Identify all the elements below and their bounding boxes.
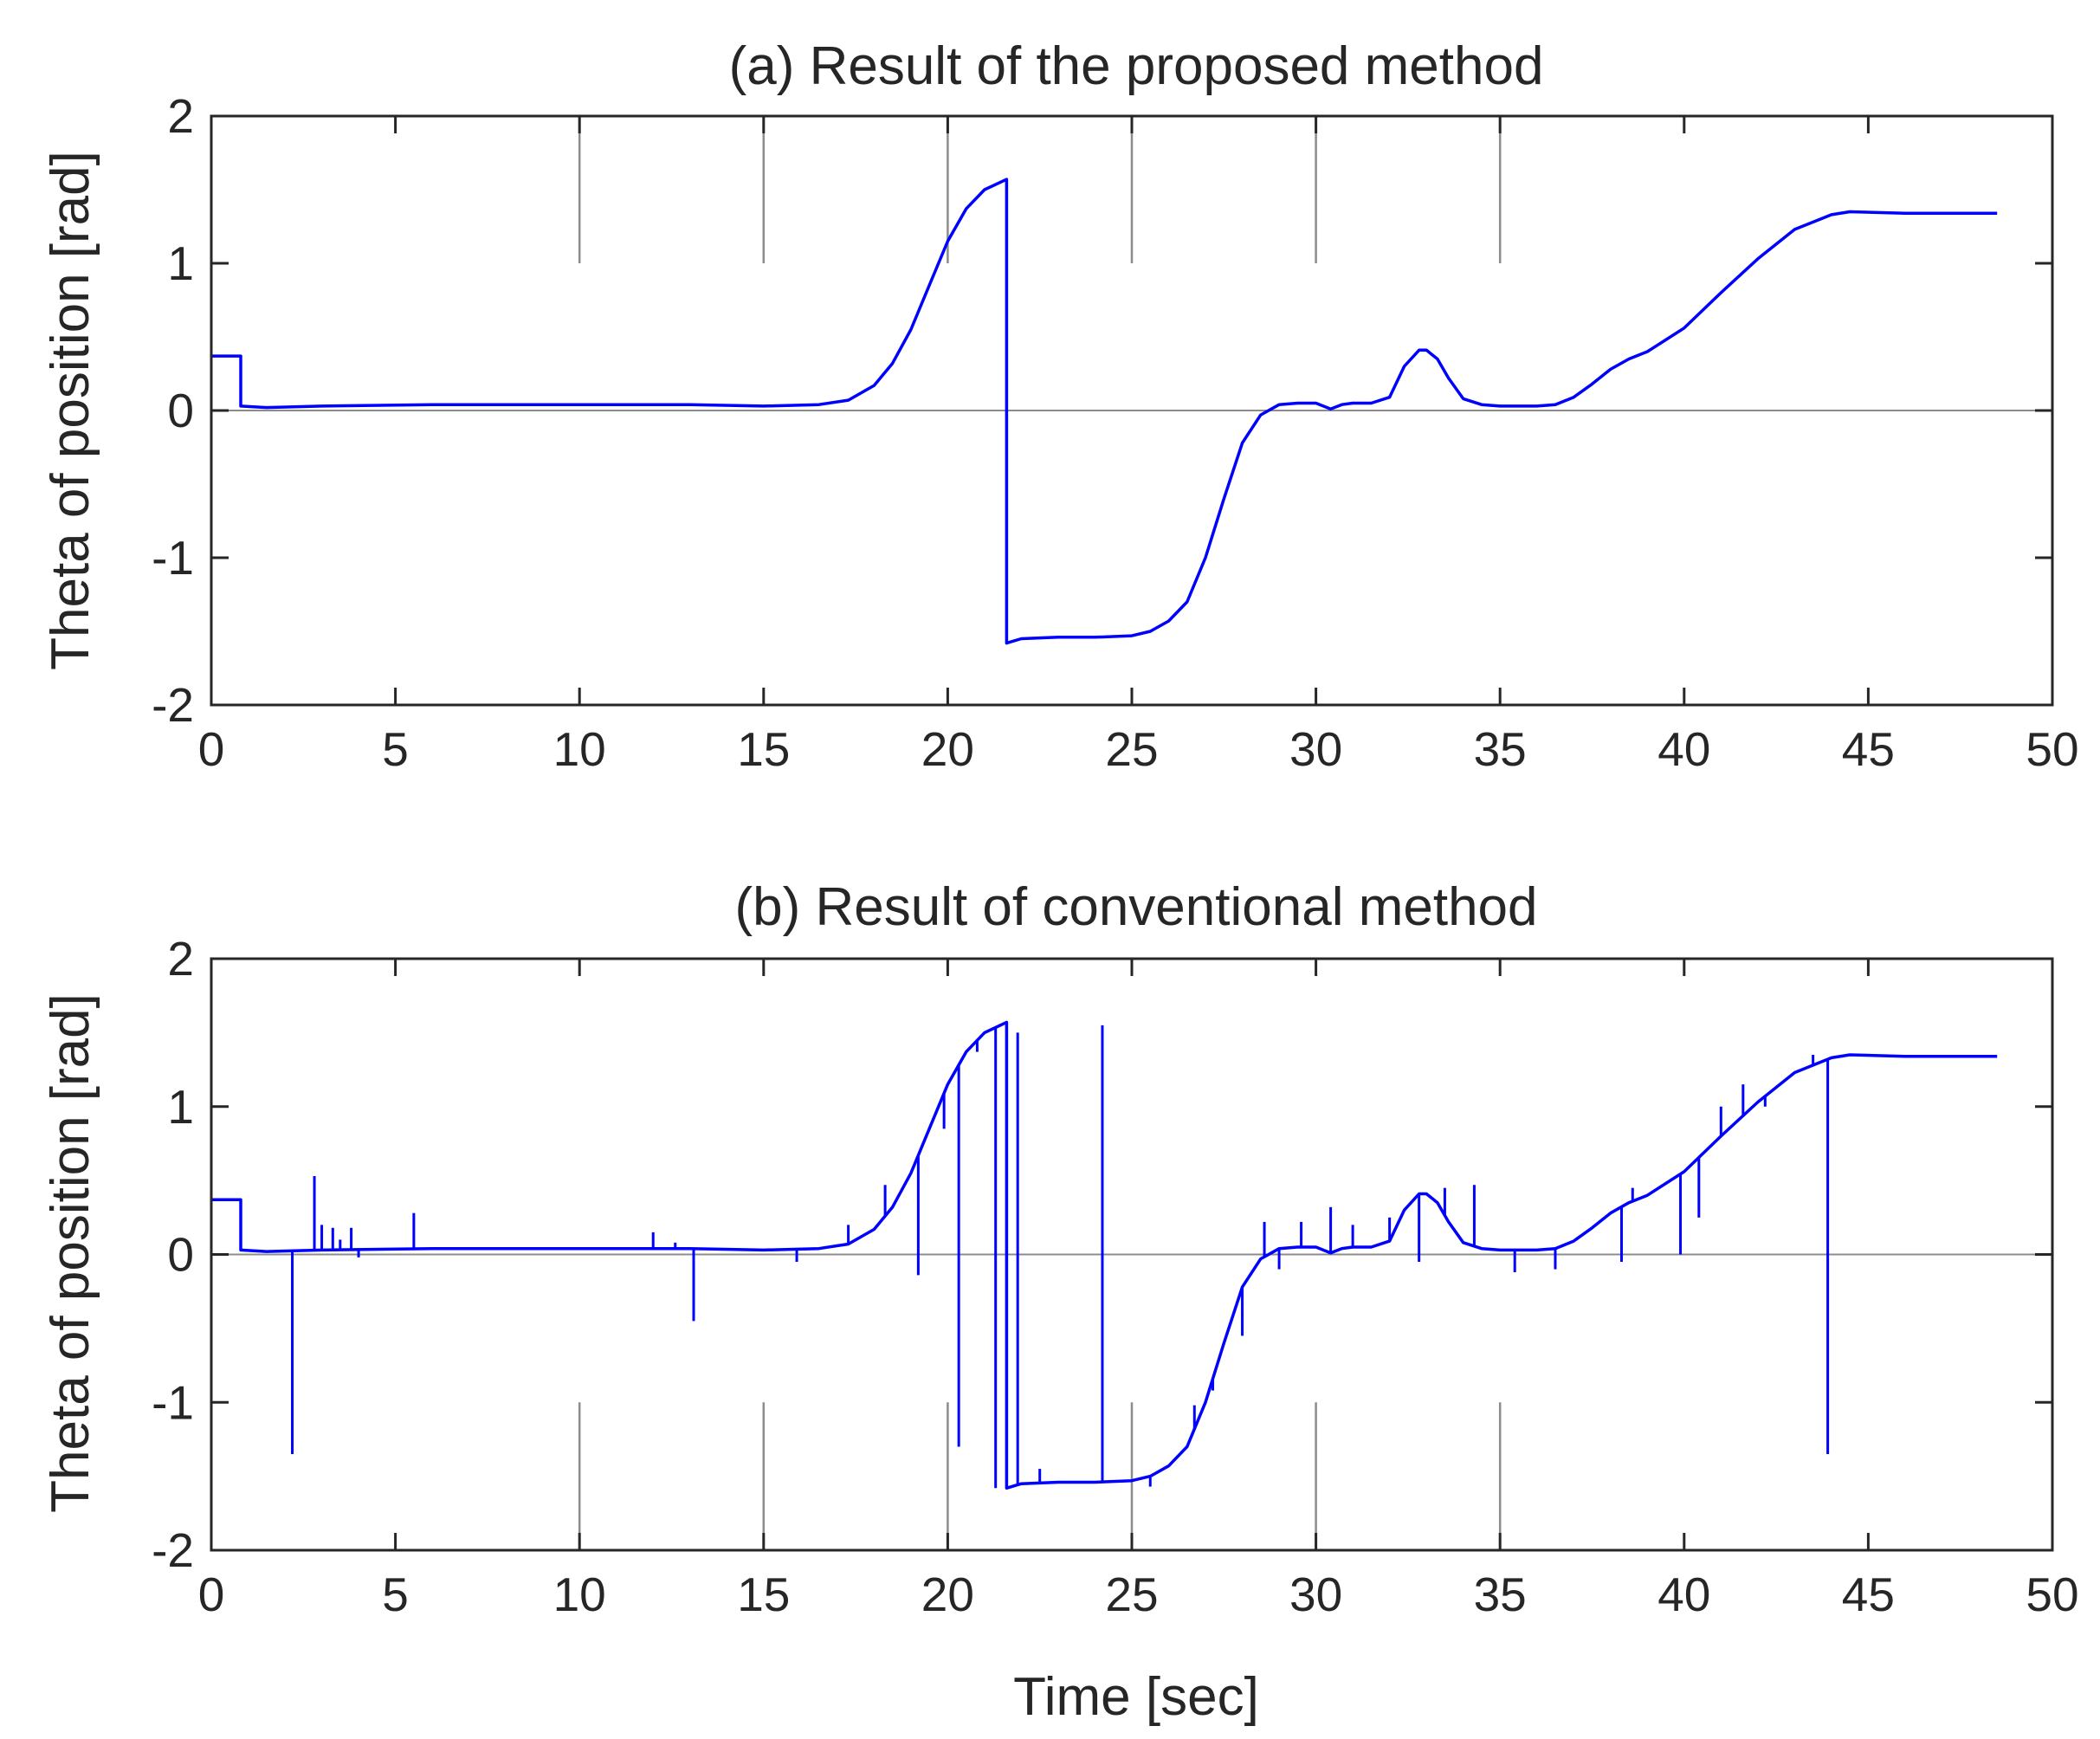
panel-a-xtick-label: 10 xyxy=(553,722,606,776)
panel-a-series-line-0 xyxy=(211,178,1998,645)
panel-b-xtick-label: 15 xyxy=(737,1568,790,1621)
panel-b-xtick-label: 35 xyxy=(1474,1568,1527,1621)
panel-a-title: (a) Result of the proposed method xyxy=(729,36,1544,96)
panel-b-xtick-label: 10 xyxy=(553,1568,606,1621)
panel-a-xtick-label: 50 xyxy=(2026,722,2078,776)
panel-b-xtick-label: 20 xyxy=(921,1568,974,1621)
panel-a-ytick-label: 1 xyxy=(167,236,194,290)
panel-a-xtick-label: 0 xyxy=(198,722,225,776)
panel-a-ylabel: Theta of position [rad] xyxy=(41,151,100,670)
panel-b-ytick-label: 1 xyxy=(167,1080,194,1134)
panel-a-ytick-label: -1 xyxy=(152,531,194,585)
panel-b-ytick-label: -2 xyxy=(152,1523,194,1577)
panel-a-xtick-label: 40 xyxy=(1657,722,1710,776)
panel-a-xtick-label: 25 xyxy=(1105,722,1158,776)
panel-a-xtick-label: 30 xyxy=(1289,722,1342,776)
panel-a-ytick-label: -2 xyxy=(152,678,194,732)
panel-a-grid-layer xyxy=(578,116,1502,263)
panel-b: (b) Result of conventional method Theta … xyxy=(41,877,2079,1727)
panel-b-series-line-0 xyxy=(211,1020,1998,1490)
panel-a-xtick-label: 20 xyxy=(921,722,974,776)
panel-a-ytick-label: 2 xyxy=(167,89,194,143)
panel-b-xtick-label: 40 xyxy=(1657,1568,1710,1621)
panel-b-xtick-label: 45 xyxy=(1842,1568,1895,1621)
panel-a-ytick-label: 0 xyxy=(167,384,194,437)
panel-a-xtick-label: 35 xyxy=(1474,722,1527,776)
panel-b-xtick-label: 0 xyxy=(198,1568,225,1621)
panel-b-xlabel: Time [sec] xyxy=(1013,1667,1259,1727)
panel-b-grid-layer xyxy=(578,1402,1502,1550)
panel-b-ylabel: Theta of position [rad] xyxy=(41,993,100,1513)
panel-a-xtick-label: 45 xyxy=(1842,722,1895,776)
panel-b-xtick-label: 30 xyxy=(1289,1568,1342,1621)
panel-b-ytick-label: -1 xyxy=(152,1375,194,1429)
panel-a-series-layer xyxy=(211,178,1998,645)
panel-b-xtick-label: 5 xyxy=(382,1568,409,1621)
panel-b-ytick-label: 0 xyxy=(167,1228,194,1282)
panel-b-xtick-label: 50 xyxy=(2026,1568,2078,1621)
panel-b-ytick-label: 2 xyxy=(167,932,194,986)
panel-a: (a) Result of the proposed method Theta … xyxy=(41,36,2079,776)
panel-a-xtick-label: 5 xyxy=(382,722,409,776)
panel-b-xtick-label: 25 xyxy=(1105,1568,1158,1621)
panel-b-series-layer xyxy=(211,1020,1998,1490)
panel-b-title: (b) Result of conventional method xyxy=(734,877,1537,937)
panel-a-xtick-label: 15 xyxy=(737,722,790,776)
